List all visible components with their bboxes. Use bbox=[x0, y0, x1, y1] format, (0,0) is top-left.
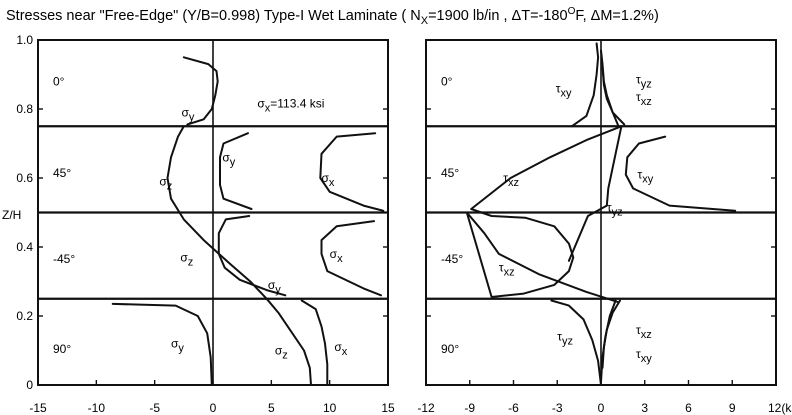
series-curve bbox=[319, 132, 385, 212]
x-tick-label: -15 bbox=[29, 401, 47, 415]
ply-label: -45° bbox=[441, 252, 463, 266]
y-tick-label: 0.8 bbox=[16, 102, 33, 116]
x-tick-label: 3 bbox=[641, 401, 648, 415]
curve-label: σz bbox=[159, 174, 172, 192]
y-tick-label: 1.0 bbox=[16, 33, 33, 47]
x-tick-label: -6 bbox=[508, 401, 519, 415]
series-curve bbox=[219, 132, 253, 210]
x-tick-label: -3 bbox=[552, 401, 563, 415]
x-tick-label: -5 bbox=[149, 401, 160, 415]
curve-label: σx bbox=[322, 171, 335, 189]
ply-label: 0° bbox=[53, 74, 65, 88]
curve-label: σy bbox=[268, 278, 281, 296]
curve-label: τxy bbox=[637, 168, 653, 186]
x-tick-label: -10 bbox=[88, 401, 106, 415]
curve-label: σz bbox=[180, 250, 193, 268]
curve-label: τxz bbox=[636, 323, 652, 341]
x-tick-label: -9 bbox=[464, 401, 475, 415]
series-curve bbox=[320, 220, 382, 297]
curve-label: τxz bbox=[499, 261, 515, 279]
x-tick-label: -12 bbox=[417, 401, 435, 415]
series-curve bbox=[601, 66, 620, 128]
ply-label: 45° bbox=[53, 166, 71, 180]
series-curve bbox=[217, 215, 287, 297]
curve-label: σy bbox=[171, 337, 184, 355]
curve-label: τxz bbox=[503, 171, 519, 189]
sigma-x-annotation: σx=113.4 ksi bbox=[257, 96, 324, 114]
y-tick-label: 0.4 bbox=[16, 240, 33, 254]
ply-label: 0° bbox=[441, 74, 453, 88]
series-curve bbox=[624, 135, 737, 212]
curve-label: τyz bbox=[557, 330, 573, 348]
curve-label: σx bbox=[334, 340, 347, 358]
ply-label: 90° bbox=[53, 342, 71, 356]
y-axis-label: Z/H bbox=[2, 208, 21, 222]
x-tick-label: 6 bbox=[685, 401, 692, 415]
curve-label: τxz bbox=[636, 90, 652, 108]
chart-title: Stresses near "Free-Edge" (Y/B=0.998) Ty… bbox=[6, 6, 659, 27]
series-curve bbox=[182, 56, 219, 126]
curve-label: τxy bbox=[556, 81, 572, 99]
right-panel: -12-9-6-3036912(ksi)0°45°-45°90°τxyτyzτx… bbox=[417, 39, 792, 415]
x-tick-label: 15 bbox=[381, 401, 395, 415]
x-tick-label: 5 bbox=[268, 401, 275, 415]
series-curve bbox=[111, 302, 213, 386]
curve-label: τyz bbox=[636, 73, 652, 91]
series-curve bbox=[570, 42, 600, 128]
ply-label: -45° bbox=[53, 252, 75, 266]
y-tick-label: 0.6 bbox=[16, 171, 33, 185]
curve-label: σx bbox=[330, 247, 343, 265]
left-panel: -15 -10 -5 0 5 10 15 0° 45° -45° 90° σy σy σz σx σz σx σy… bbox=[29, 39, 395, 415]
series-curve bbox=[600, 299, 617, 383]
x-tick-label: 10 bbox=[323, 401, 337, 415]
x-tick-label: 0 bbox=[210, 401, 217, 415]
x-tick-label: 0 bbox=[598, 401, 605, 415]
curve-label: σy bbox=[182, 105, 195, 123]
y-tick-labels: 0 0.2 0.4 0.6 0.8 1.0 bbox=[16, 33, 33, 392]
x-tick-label: 9 bbox=[729, 401, 736, 415]
series-curve bbox=[166, 125, 312, 386]
ply-label: 90° bbox=[441, 342, 459, 356]
series-curve bbox=[550, 299, 602, 386]
series-curve bbox=[567, 125, 623, 262]
curve-label: σy bbox=[222, 150, 235, 168]
series-curve bbox=[300, 299, 329, 386]
curve-label: τyz bbox=[607, 200, 623, 218]
curve-label: τxy bbox=[636, 347, 652, 365]
y-tick-label: 0.2 bbox=[16, 309, 33, 323]
x-tick-label: 12(ksi) bbox=[768, 401, 792, 415]
ply-label: 45° bbox=[441, 166, 459, 180]
series-curve bbox=[465, 125, 623, 304]
y-tick-label: 0 bbox=[26, 378, 33, 392]
curve-label: σz bbox=[275, 344, 288, 362]
